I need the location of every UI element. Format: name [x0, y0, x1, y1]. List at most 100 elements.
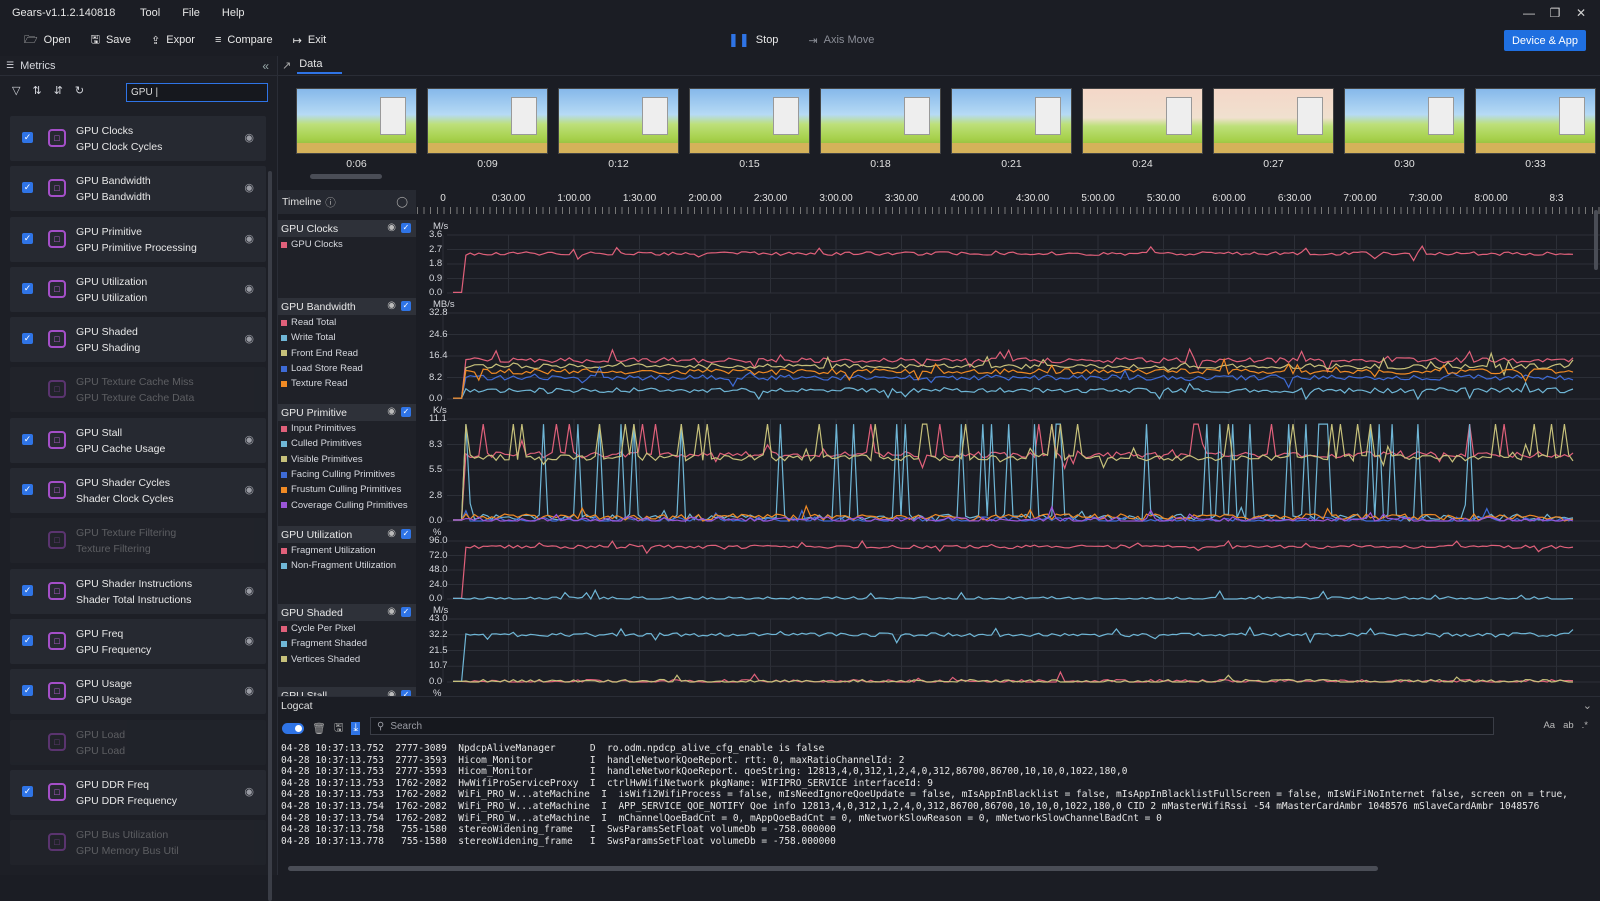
thumbnail-scrollbar[interactable]	[310, 174, 382, 179]
export-button[interactable]: ⇪ Expor	[151, 34, 195, 47]
legend-item[interactable]: Frustum Culling Primitives	[278, 482, 416, 497]
eye-icon[interactable]: ◉	[387, 689, 396, 700]
eye-icon[interactable]: ◉	[244, 484, 254, 497]
refresh-icon[interactable]: ↻	[74, 85, 85, 97]
chart-plot[interactable]: % 96.0 72.0 48.0 24.0 0.0	[417, 526, 1600, 604]
menu-tool[interactable]: Tool	[140, 7, 161, 19]
legend-item[interactable]: Facing Culling Primitives	[278, 467, 416, 482]
info-icon[interactable]: ⓘ	[325, 196, 336, 209]
thumbnail[interactable]: 0:06	[296, 88, 417, 170]
legend-item[interactable]: Texture Read	[278, 376, 416, 391]
legend-item[interactable]: Fragment Utilization	[278, 543, 416, 558]
metric-item[interactable]: □ GPU Bus Utilization GPU Memory Bus Util	[10, 820, 266, 866]
menu-file[interactable]: File	[182, 7, 200, 19]
eye-icon[interactable]: ◉	[387, 300, 396, 311]
eye-icon[interactable]: ◉	[244, 584, 254, 597]
collapse-sidebar-icon[interactable]: «	[262, 59, 269, 73]
metric-item[interactable]: □ GPU Texture Filtering Texture Filtering	[10, 518, 266, 564]
thumbnail[interactable]: 0:12	[558, 88, 679, 170]
chart-plot[interactable]: M/s 43.0 32.2 21.5 10.7 0.0	[417, 604, 1600, 687]
eye-icon[interactable]: ◉	[244, 685, 254, 698]
sort-desc-icon[interactable]: ⇵	[53, 85, 63, 97]
compare-button[interactable]: ≡ Compare	[214, 34, 273, 46]
thumbnail[interactable]: 0:33	[1475, 88, 1596, 170]
eye-icon[interactable]: ◉	[244, 282, 254, 295]
legend-item[interactable]: GPU Clocks	[278, 237, 416, 252]
eye-icon[interactable]: ◉	[387, 406, 396, 417]
thumbnail[interactable]: 0:15	[689, 88, 810, 170]
thumbnail[interactable]: 0:21	[951, 88, 1072, 170]
legend-item[interactable]: Front End Read	[278, 346, 416, 361]
chart-scrollbar[interactable]	[1594, 210, 1598, 270]
logcat-hscrollbar[interactable]	[288, 866, 1378, 871]
metric-item[interactable]: ✓ □ GPU Utilization GPU Utilization ◉	[10, 266, 266, 312]
chart-checkbox[interactable]: ✓	[401, 301, 411, 311]
save-log-icon[interactable]: 🖫	[333, 722, 344, 734]
thumbnail[interactable]: 0:30	[1344, 88, 1465, 170]
logcat-search[interactable]: ⚲ Search	[370, 717, 1494, 735]
legend-item[interactable]: Write Total	[278, 330, 416, 345]
metric-item[interactable]: □ GPU Load GPU Load	[10, 719, 266, 765]
legend-item[interactable]: Cycle Per Pixel	[278, 621, 416, 636]
chart-plot[interactable]: %	[417, 687, 1600, 699]
device-app-button[interactable]: Device & App	[1503, 30, 1586, 51]
metric-search-input[interactable]	[126, 83, 268, 102]
menu-help[interactable]: Help	[221, 7, 245, 19]
save-button[interactable]: 🖫 Save	[81, 26, 141, 54]
eye-icon[interactable]: ◉	[244, 182, 254, 195]
metric-item[interactable]: ✓ □ GPU Primitive GPU Primitive Processing ◉	[10, 216, 266, 262]
exit-button[interactable]: ↦ Exit	[292, 34, 327, 47]
tab-data[interactable]: Data	[297, 58, 343, 74]
legend-item[interactable]: Visible Primitives	[278, 452, 416, 467]
metric-checkbox[interactable]: ✓	[22, 282, 33, 294]
metric-item[interactable]: ✓ □ GPU Clocks GPU Clock Cycles ◉	[10, 116, 266, 161]
axis-move-button[interactable]: ⇥ Axis Move	[808, 34, 875, 47]
thumbnail[interactable]: 0:18	[820, 88, 941, 170]
legend-item[interactable]: Coverage Culling Primitives	[278, 497, 416, 512]
eye-icon[interactable]: ◉	[387, 528, 396, 539]
metric-checkbox[interactable]: ✓	[22, 785, 33, 797]
chart-checkbox[interactable]: ✓	[401, 607, 411, 617]
metric-checkbox[interactable]: ✓	[22, 433, 33, 445]
metric-checkbox[interactable]: ✓	[22, 232, 33, 244]
metric-item[interactable]: ✓ □ GPU Freq GPU Frequency ◉	[10, 618, 266, 664]
eye-icon[interactable]: ◉	[244, 785, 254, 798]
eye-icon[interactable]: ◉	[244, 232, 254, 245]
metric-item[interactable]: ✓ □ GPU Stall GPU Cache Usage ◉	[10, 417, 266, 463]
timeline-ruler[interactable]: 0 0:30.00 1:00.00 1:30.00 2:00.00 2:30.00 3:00…	[417, 190, 1600, 214]
metric-checkbox[interactable]: ✓	[22, 634, 33, 646]
metric-checkbox[interactable]: ✓	[22, 484, 33, 496]
chart-plot[interactable]: M/s 3.6 2.7 1.8 0.9 0.0	[417, 220, 1600, 298]
legend-item[interactable]: Input Primitives	[278, 421, 416, 436]
chart-checkbox[interactable]: ✓	[401, 529, 411, 539]
metric-item[interactable]: ✓ □ GPU Bandwidth GPU Bandwidth ◉	[10, 166, 266, 212]
legend-item[interactable]: Load Store Read	[278, 361, 416, 376]
thumbnail[interactable]: 0:24	[1082, 88, 1203, 170]
eye-icon[interactable]: ◉	[244, 132, 254, 144]
chart-checkbox[interactable]: ✓	[401, 223, 411, 233]
legend-item[interactable]: Culled Primitives	[278, 436, 416, 451]
thumbnail[interactable]: 0:27	[1213, 88, 1334, 170]
sidebar-scrollbar[interactable]	[268, 171, 272, 901]
metric-item[interactable]: ✓ □ GPU Shaded GPU Shading ◉	[10, 317, 266, 363]
legend-item[interactable]: Fragment Shaded	[278, 636, 416, 651]
legend-item[interactable]: Read Total	[278, 315, 416, 330]
metric-checkbox[interactable]: ✓	[22, 584, 33, 596]
thumbnail[interactable]: 0:09	[427, 88, 548, 170]
delete-icon[interactable]: 🗑	[312, 723, 326, 735]
collapse-logcat-icon[interactable]: ⌄	[1582, 700, 1592, 712]
legend-item[interactable]: Vertices Shaded	[278, 652, 416, 667]
chart-plot[interactable]: MB/s 32.8 24.6 16.4 8.2 0.0	[417, 298, 1600, 404]
match-case-icon[interactable]: Aa	[1543, 720, 1556, 731]
eye-icon[interactable]: ◉	[244, 433, 254, 446]
metric-item[interactable]: ✓ □ GPU Shader Cycles Shader Clock Cycles ◉	[10, 468, 266, 514]
logcat-toggle[interactable]	[282, 723, 304, 734]
scroll-to-end-icon[interactable]: ⤓	[351, 722, 361, 735]
chart-checkbox[interactable]: ✓	[401, 407, 411, 417]
tag-icon[interactable]: ◯	[396, 196, 408, 208]
chart-plot[interactable]: K/s 11.1 8.3 5.5 2.8 0.0	[417, 404, 1600, 526]
open-button[interactable]: 🗁 Open	[14, 26, 81, 54]
close-icon[interactable]: ✕	[1575, 6, 1587, 20]
metric-checkbox[interactable]: ✓	[22, 333, 33, 345]
chart-checkbox[interactable]: ✓	[401, 690, 411, 700]
